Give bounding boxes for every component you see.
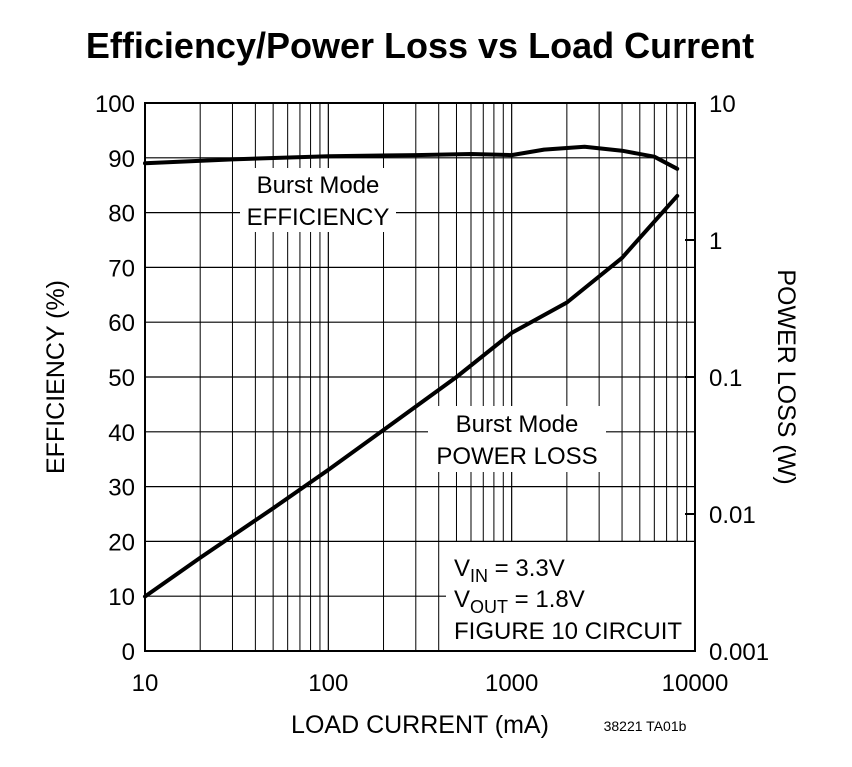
annotation: V [454,555,470,582]
y-tick-label: 0 [122,639,135,666]
annotation: = 1.8V [508,586,585,613]
annotation: VOUT = 1.8V [454,586,585,617]
chart-title: Efficiency/Power Loss vs Load Current [86,25,754,66]
y-tick-label: 10 [108,584,135,611]
annotation: = 3.3V [488,555,565,582]
y-axis-label: EFFICIENCY (%) [42,280,70,474]
annotation-bg [240,168,396,232]
y-tick-label: 20 [108,529,135,556]
y-tick-label: 60 [108,310,135,337]
annotation-sub: IN [470,566,488,586]
y-tick-label: 90 [108,146,135,173]
annotations: Burst Mode EFFICIENCY Burst Mode POWER L… [240,168,695,651]
annotation: POWER LOSS [436,443,597,470]
annotation-bg [428,406,606,472]
y2-tick-label: 0.1 [709,365,742,392]
annotation: EFFICIENCY [247,204,390,231]
annotation: FIGURE 10 CIRCUIT [454,618,682,645]
y-tick-label: 70 [108,255,135,282]
y2-tick-label: 10 [709,91,736,118]
figure-code: 38221 TA01b [604,718,687,734]
y2-tick-label: 0.01 [709,502,756,529]
x-tick-label: 100 [308,670,348,697]
y-tick-label: 50 [108,365,135,392]
y2-tick-label: 1 [709,228,722,255]
annotation-bg [446,542,695,651]
x-tick-label: 10000 [662,670,729,697]
curves [143,144,680,599]
y2-tick-label: 0.001 [709,639,769,666]
annotation: VIN = 3.3V [454,555,565,586]
y-tick-label: 30 [108,475,135,502]
x-tick-label: 1000 [485,670,538,697]
y-tick-label: 80 [108,201,135,228]
x-tick-label: 10 [132,670,159,697]
y-tick-label: 100 [95,91,135,118]
series-line [143,144,680,171]
y2-axis-label: POWER LOSS (W) [772,269,800,484]
annotation: Burst Mode [456,411,579,438]
annotation-sub: OUT [470,597,508,617]
annotation: Burst Mode [257,172,380,199]
x-axis-label: LOAD CURRENT (mA) [291,711,549,739]
series-line [143,193,680,599]
y-tick-label: 40 [108,420,135,447]
annotation: V [454,586,470,613]
